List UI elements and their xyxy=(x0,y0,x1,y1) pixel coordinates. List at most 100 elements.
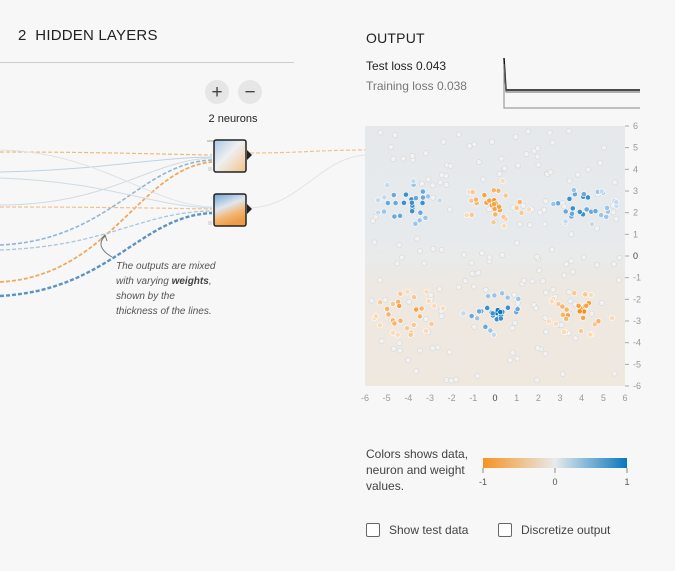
data-point xyxy=(534,145,541,152)
data-point xyxy=(438,172,445,178)
link-input5-n1[interactable] xyxy=(0,161,213,283)
data-point xyxy=(371,239,378,246)
data-point xyxy=(550,201,557,207)
data-point xyxy=(542,350,549,357)
data-point xyxy=(405,357,411,364)
data-point xyxy=(559,311,566,318)
data-point xyxy=(410,178,417,185)
data-point xyxy=(535,162,542,168)
y-tick-label: 3 xyxy=(633,186,638,196)
data-point xyxy=(592,208,599,215)
data-point xyxy=(421,260,428,267)
data-point xyxy=(559,371,566,377)
data-point xyxy=(382,296,388,303)
x-tick-label: 3 xyxy=(557,393,562,403)
link-input5-n2[interactable] xyxy=(0,211,213,298)
data-point xyxy=(430,194,436,201)
data-point xyxy=(568,258,575,265)
data-point xyxy=(410,322,417,328)
x-tick-label: -6 xyxy=(361,393,369,403)
discretize-output-toggle[interactable]: Discretize output xyxy=(498,523,610,537)
data-point xyxy=(499,178,506,184)
data-point xyxy=(536,267,543,274)
data-point xyxy=(430,245,437,252)
data-point xyxy=(485,293,491,300)
data-point xyxy=(497,309,504,315)
data-point xyxy=(566,195,573,202)
data-point xyxy=(403,191,409,198)
data-point xyxy=(497,315,504,322)
y-tick-label: -3 xyxy=(633,316,641,326)
data-point xyxy=(499,252,506,258)
link-input2-n1[interactable] xyxy=(0,156,213,173)
data-point xyxy=(404,288,411,295)
show-test-data-checkbox[interactable] xyxy=(366,523,380,537)
data-point xyxy=(390,192,397,198)
data-point xyxy=(425,176,432,183)
test-loss-value: 0.043 xyxy=(416,59,447,73)
neuron-1[interactable] xyxy=(207,139,252,173)
link-n2-output[interactable] xyxy=(249,154,366,209)
data-point xyxy=(542,314,549,321)
scale-tick-min: -1 xyxy=(479,477,487,487)
data-point xyxy=(611,179,618,186)
data-point xyxy=(437,179,444,186)
data-point xyxy=(486,254,493,261)
layers-divider xyxy=(0,62,294,63)
data-point xyxy=(381,208,387,215)
data-point xyxy=(568,231,575,238)
data-point xyxy=(585,194,591,201)
data-point xyxy=(490,187,497,194)
data-point xyxy=(468,259,475,266)
data-point xyxy=(559,303,566,310)
data-point xyxy=(378,338,385,345)
data-point xyxy=(589,221,595,228)
data-point xyxy=(562,218,569,225)
data-point xyxy=(491,292,498,299)
data-point xyxy=(375,197,381,204)
data-point xyxy=(404,325,411,332)
data-point xyxy=(501,165,508,172)
x-tick-label: 5 xyxy=(601,393,606,403)
data-point xyxy=(610,209,617,216)
data-point xyxy=(440,138,447,145)
data-point xyxy=(583,302,590,309)
data-point xyxy=(598,188,605,195)
discretize-output-checkbox[interactable] xyxy=(498,523,512,537)
data-point xyxy=(394,260,401,267)
data-point xyxy=(604,205,610,211)
link-input3-n1[interactable] xyxy=(0,157,213,206)
link-input1-n1[interactable] xyxy=(0,151,213,156)
data-point xyxy=(567,298,574,305)
data-point xyxy=(473,196,479,203)
data-point xyxy=(390,156,397,162)
add-neuron-button[interactable]: + xyxy=(205,80,229,104)
data-point xyxy=(481,192,488,199)
show-test-data-toggle[interactable]: Show test data xyxy=(366,523,468,537)
data-point xyxy=(585,166,592,173)
data-point xyxy=(438,313,445,319)
data-point xyxy=(563,306,570,313)
output-heatmap[interactable]: -6 -5 -4 -3 -2 -1 0 1 2 3 4 5 6 6 5 4 3 2 1 0 -1 -2 -3 -4 -5 -6 xyxy=(355,118,655,413)
link-input1-n2[interactable] xyxy=(0,149,213,208)
data-point xyxy=(394,331,401,338)
link-input2-n2[interactable] xyxy=(0,177,213,209)
data-point xyxy=(476,308,483,315)
data-point xyxy=(561,272,568,279)
data-point xyxy=(414,235,421,242)
data-point xyxy=(541,206,547,213)
link-input3-n2[interactable] xyxy=(0,206,213,210)
link-n1-output[interactable] xyxy=(249,149,366,154)
training-loss-value: 0.038 xyxy=(436,79,467,93)
data-point xyxy=(401,200,407,206)
link-input4-n2[interactable] xyxy=(0,210,213,251)
x-tick-label: -2 xyxy=(448,393,456,403)
data-point xyxy=(375,209,382,216)
data-point xyxy=(509,349,516,356)
data-point xyxy=(515,295,522,302)
data-points xyxy=(368,128,623,384)
remove-neuron-button[interactable]: − xyxy=(238,80,262,104)
data-point xyxy=(407,331,414,338)
link-input4-n1[interactable] xyxy=(0,159,213,246)
neuron-2[interactable] xyxy=(208,193,252,227)
